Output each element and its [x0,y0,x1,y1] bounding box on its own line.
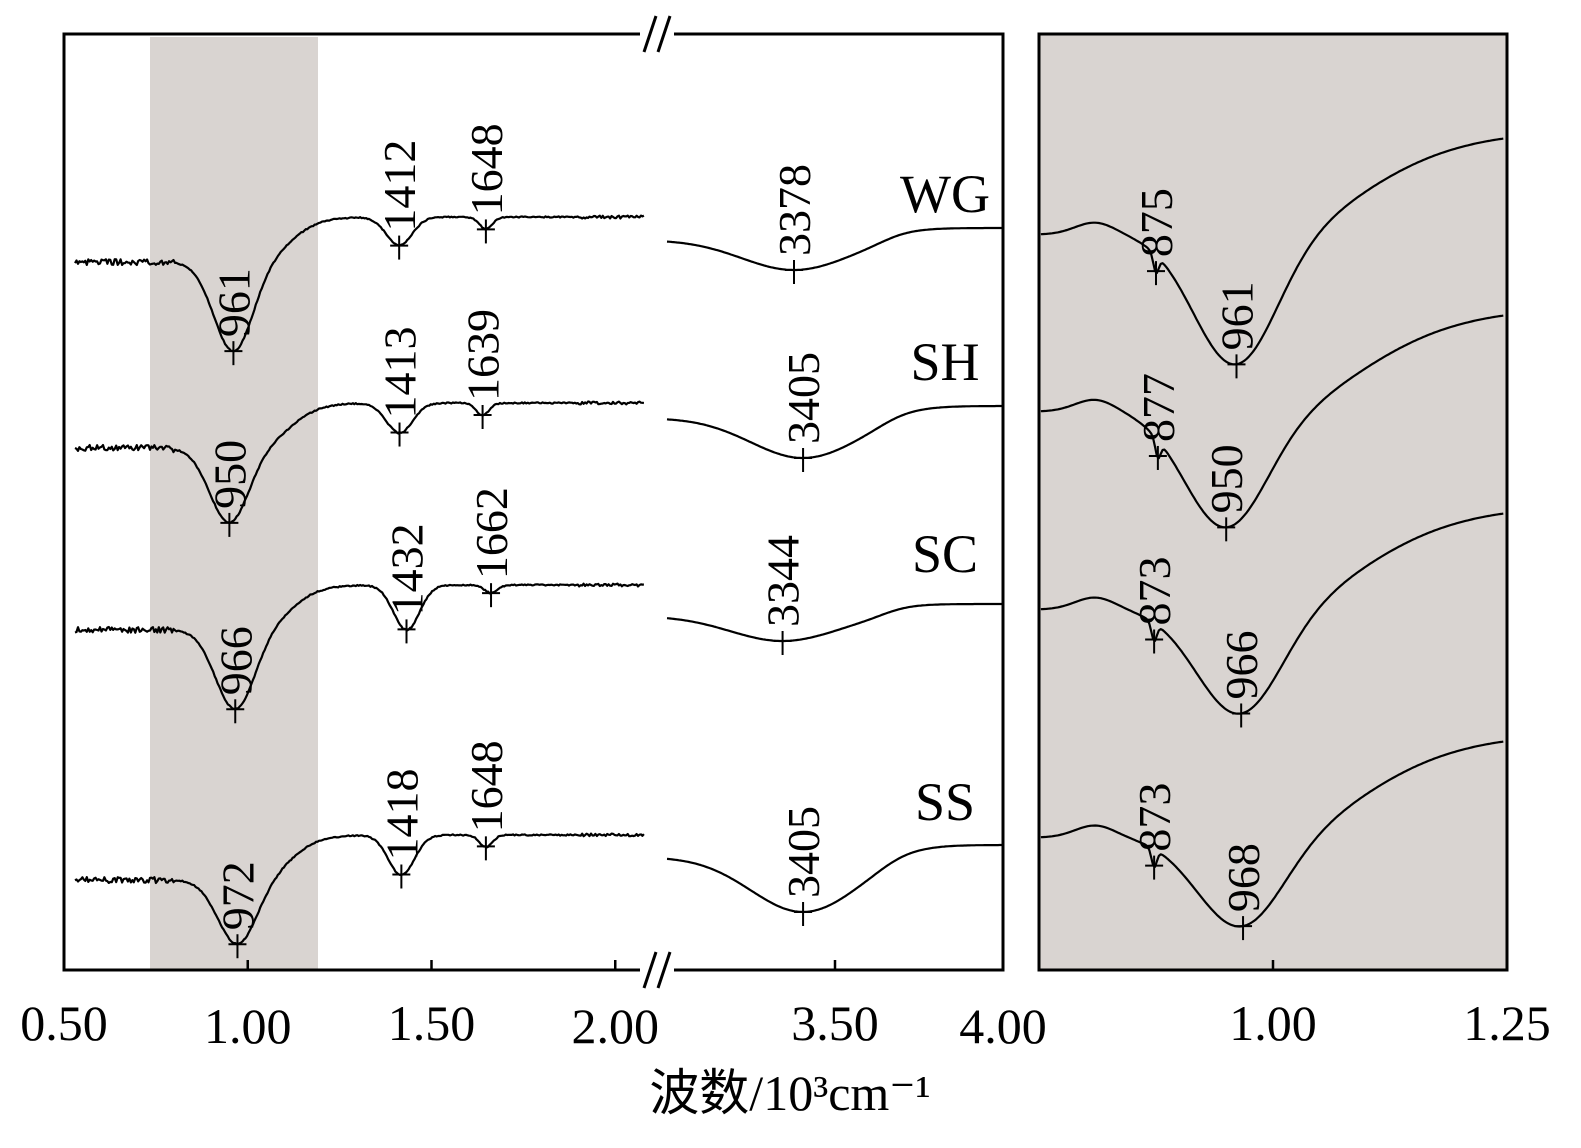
zoom-x-tick-label: 1.25 [1463,995,1551,1051]
peak-label: 972 [212,861,263,930]
zoom-curves [1040,137,1504,928]
zoom-curve-sh [1040,314,1504,529]
series-label-ss: SS [915,772,975,832]
curve-sh-segment-1 [74,400,645,524]
peak-label: 966 [210,626,261,695]
x-tick-label: 1.00 [204,998,292,1054]
peak-label: 1662 [466,487,517,579]
zoom-peak-label: 968 [1218,843,1269,912]
zoom-peak-label: 873 [1129,556,1180,625]
peak-label: 1413 [375,327,426,419]
x-tick-label: 3.50 [791,995,879,1051]
curve-sc-segment-2 [666,602,1003,643]
series-label-sh: SH [910,332,979,392]
curve-sc-segment-1 [74,582,644,711]
main-peak-markers: 961 1412 1648 3378 950 1413 1639 3405 966 1432 166… [204,123,829,959]
zoom-peak-label: 966 [1216,630,1267,699]
series-label-sc: SC [912,524,978,584]
zoom-curve-ss [1040,740,1504,928]
peak-label: 1432 [382,523,433,615]
axis-break-bottom [640,951,674,989]
peak-label: 1639 [458,309,509,401]
main-x-tick-labels: 0.50 1.00 1.50 2.00 3.50 4.00 [20,995,1047,1054]
peak-label: 3405 [778,806,829,898]
zoom-peak-markers: 875 961 877 950 873 966 873 968 [1129,188,1269,941]
x-tick-label: 0.50 [20,995,108,1051]
zoom-peak-label: 875 [1131,188,1182,257]
zoom-peak-label: 950 [1201,444,1252,513]
x-tick-label: 1.50 [388,995,476,1051]
peak-label: 3344 [758,535,809,627]
peak-label: 3405 [778,352,829,444]
x-tick-label: 2.00 [572,998,660,1054]
x-tick-label: 4.00 [959,998,1047,1054]
peak-label: 1412 [374,140,425,232]
x-axis-title: 波数/10³cm⁻¹ [649,1065,930,1121]
zoom-peak-label: 877 [1133,373,1184,442]
series-labels: WG SH SC SS [900,164,990,832]
zoom-x-tick-labels: 1.00 1.25 [1229,995,1551,1051]
peak-label: 1648 [461,123,512,215]
main-x-ticks [62,960,1005,970]
curve-ss-segment-2 [666,843,1003,914]
main-panel-frame [62,32,1005,972]
peak-label: 1648 [461,740,512,832]
peak-label: 3378 [769,164,820,256]
peak-label: 950 [204,440,255,509]
series-label-wg: WG [900,164,990,224]
zoom-x-ticks [1271,960,1509,970]
curve-wg-segment-1 [74,214,645,353]
curve-sh-segment-2 [666,404,1003,460]
zoom-curve-sc [1040,512,1504,715]
zoom-peak-label: 961 [1211,281,1262,350]
peak-label: 1418 [376,768,427,860]
curve-ss-segment-1 [74,832,645,946]
zoom-peak-label: 873 [1129,783,1180,852]
zoom-x-tick-label: 1.00 [1229,995,1317,1051]
axis-break-top [640,15,674,53]
curve-wg-segment-2 [666,226,1003,272]
peak-label: 961 [208,268,259,337]
main-curves [74,214,1003,946]
zoom-panel-background [1039,34,1507,970]
zoom-curve-wg [1040,137,1504,366]
shaded-band [150,37,318,970]
